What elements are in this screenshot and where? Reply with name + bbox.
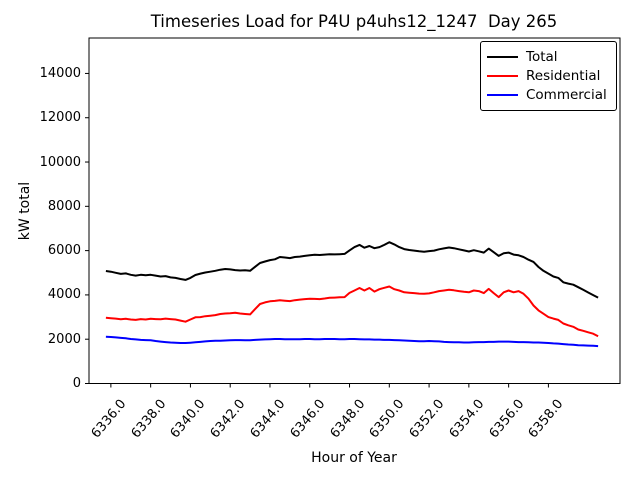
legend-label-total: Total <box>526 49 558 65</box>
axis-ticks <box>85 72 549 388</box>
chart-title: Timeseries Load for P4U p4uhs12_1247 Day… <box>150 12 558 31</box>
x-axis-label: Hour of Year <box>311 450 397 466</box>
legend-entry-residential: Residential <box>487 67 608 85</box>
y-tick-label: 10000 <box>39 154 81 170</box>
legend-entry-commercial: Commercial <box>487 86 608 104</box>
series-line-commercial <box>105 335 599 348</box>
legend: Total Residential Commercial <box>480 41 617 111</box>
y-tick-label: 0 <box>72 376 81 391</box>
legend-line-commercial-icon <box>487 94 518 96</box>
y-tick-label: 14000 <box>39 65 81 81</box>
y-tick-label: 12000 <box>39 110 81 126</box>
legend-line-total-icon <box>487 56 518 58</box>
legend-entry-total: Total <box>487 48 608 66</box>
series-line-total <box>105 241 599 299</box>
y-tick-label: 4000 <box>47 287 81 303</box>
legend-label-residential: Residential <box>526 68 601 84</box>
y-tick-label: 6000 <box>47 243 81 259</box>
legend-line-residential-icon <box>487 75 518 77</box>
y-tick-label: 8000 <box>47 198 81 214</box>
y-tick-label: 2000 <box>47 331 81 347</box>
axes-spines <box>88 37 621 384</box>
legend-label-commercial: Commercial <box>526 87 607 103</box>
series-line-residential <box>105 285 599 338</box>
